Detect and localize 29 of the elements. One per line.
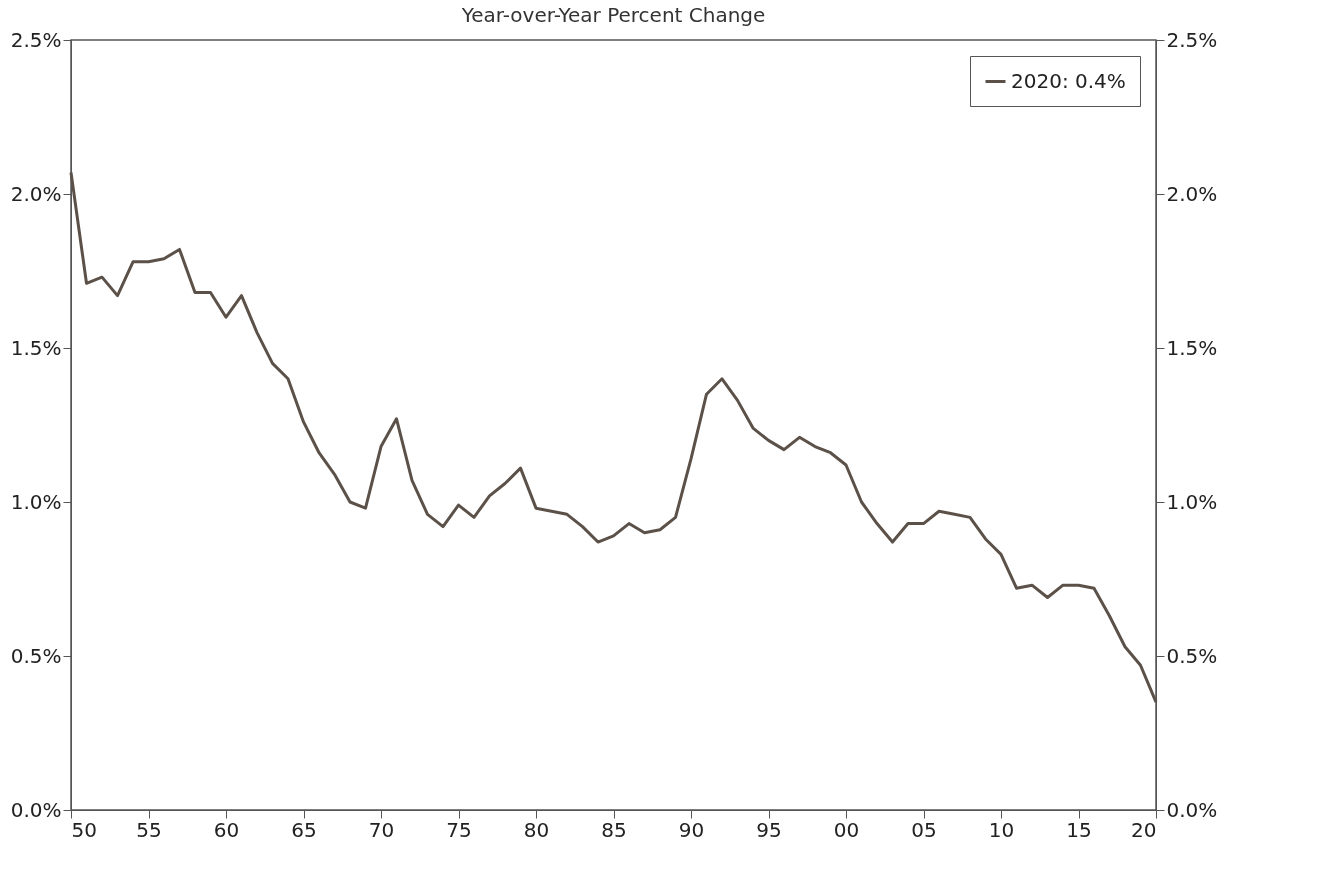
legend-label: 2020: 0.4% xyxy=(1011,68,1126,93)
x-tick-label: 00 xyxy=(833,817,860,842)
x-tick-label: 95 xyxy=(756,817,782,842)
y2-tick-label: 0.5% xyxy=(1166,643,1218,668)
y2-tick-label: 2.0% xyxy=(1166,181,1218,206)
x-tick-label: 65 xyxy=(291,817,317,842)
x-tick-label: 50 xyxy=(71,817,97,842)
y2-tick-label: 1.0% xyxy=(1166,489,1218,514)
y-tick-label: 0.5% xyxy=(10,643,62,668)
y-tick-label: 1.0% xyxy=(10,489,62,514)
y2-tick-label: 0.0% xyxy=(1166,797,1218,822)
x-tick-label: 05 xyxy=(911,817,937,842)
y-tick-label: 2.5% xyxy=(10,27,62,52)
y2-tick-label: 1.5% xyxy=(1166,335,1218,360)
x-tick-label: 70 xyxy=(368,817,395,842)
x-tick-label: 75 xyxy=(446,817,472,842)
y-tick-label: 2.0% xyxy=(10,181,62,206)
x-tick-label: 10 xyxy=(988,817,1015,842)
x-tick-label: 55 xyxy=(136,817,162,842)
y2-tick-label: 2.5% xyxy=(1166,27,1218,52)
chart-title: Year-over-Year Percent Change xyxy=(460,3,766,27)
x-tick-label: 15 xyxy=(1066,817,1092,842)
x-tick-label: 85 xyxy=(601,817,627,842)
y-tick-label: 1.5% xyxy=(10,335,62,360)
x-tick-label: 20 xyxy=(1131,817,1157,842)
x-tick-label: 60 xyxy=(213,817,240,842)
x-tick-label: 80 xyxy=(523,817,550,842)
x-tick-label: 90 xyxy=(678,817,705,842)
y-tick-label: 0.0% xyxy=(10,797,62,822)
